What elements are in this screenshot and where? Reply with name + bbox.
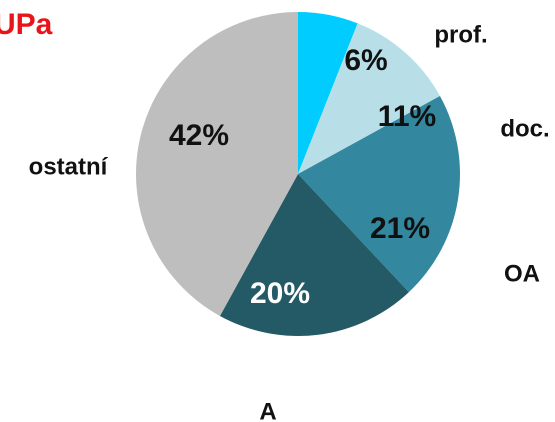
slice-percent-label: 6% — [344, 44, 387, 77]
pie-slice-ostatn — [136, 12, 298, 316]
pie-slices — [136, 12, 460, 336]
pie-slice-doc — [298, 23, 440, 174]
pie-slice-prof — [298, 12, 358, 174]
slice-category-label: doc. — [500, 115, 549, 142]
slice-category-label: A — [259, 398, 276, 422]
slice-percent-label: 21% — [370, 212, 430, 245]
slice-category-label: ostatní — [29, 153, 109, 180]
chart-title: UPa — [0, 8, 53, 41]
slice-percent-labels: 6% 11% 21% 20% 42% — [169, 44, 436, 310]
slice-category-label: prof. — [434, 21, 487, 48]
pie-slice-a — [219, 174, 409, 336]
slice-category-label: OA — [504, 260, 540, 287]
slice-percent-label: 20% — [250, 277, 310, 310]
pie-slice-oa — [298, 95, 460, 293]
slice-percent-label: 42% — [169, 119, 229, 152]
slice-percent-label: 11% — [378, 100, 436, 133]
